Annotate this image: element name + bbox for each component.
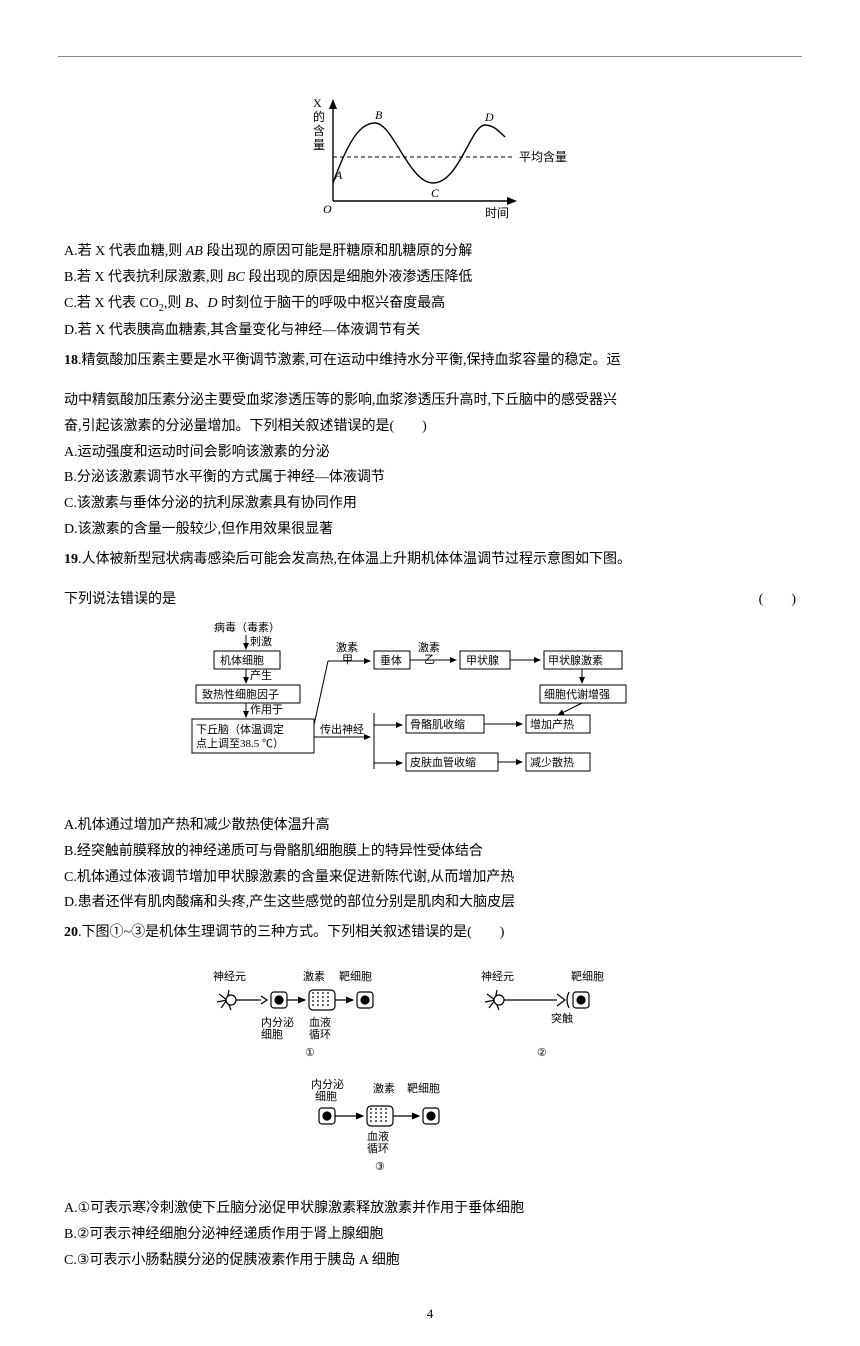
svg-text:骨骼肌收缩: 骨骼肌收缩 bbox=[410, 717, 465, 731]
q19-opt-c: C.机体通过体液调节增加甲状腺激素的含量来促进新陈代谢,从而增加产热 bbox=[64, 865, 796, 891]
svg-text:甲状腺: 甲状腺 bbox=[466, 653, 499, 667]
q19-opt-b: B.经突触前膜释放的神经递质可与骨骼肌细胞膜上的特异性受体结合 bbox=[64, 839, 796, 865]
q17-opt-d: D.若 X 代表胰高血糖素,其含量变化与神经—体液调节有关 bbox=[64, 318, 796, 344]
q18-stem-3: 奋,引起该激素的分泌量增加。下列相关叙述错误的是( ) bbox=[64, 414, 796, 440]
svg-text:皮肤血管收缩: 皮肤血管收缩 bbox=[410, 755, 476, 769]
figure-q20: 神经元 内分泌 细胞 激素 血液 循环 bbox=[64, 960, 796, 1188]
svg-text:C: C bbox=[431, 186, 440, 200]
q19-opt-a: A.机体通过增加产热和减少散热使体温升高 bbox=[64, 813, 796, 839]
q17-opt-b: B.若 X 代表抗利尿激素,则 BC 段出现的原因是细胞外液渗透压降低 bbox=[64, 265, 796, 291]
q19-stem-2: 下列说法错误的是( ) bbox=[64, 587, 796, 613]
svg-text:激素: 激素 bbox=[336, 640, 358, 654]
svg-text:激素: 激素 bbox=[418, 640, 440, 654]
q20-opt-b: B.②可表示神经细胞分泌神经递质作用于肾上腺细胞 bbox=[64, 1222, 796, 1248]
svg-text:垂体: 垂体 bbox=[380, 653, 402, 667]
svg-text:②: ② bbox=[537, 1047, 547, 1059]
svg-text:作用于: 作用于 bbox=[250, 703, 283, 716]
svg-text:神经元: 神经元 bbox=[481, 969, 514, 983]
q18-opt-c: C.该激素与垂体分泌的抗利尿激素具有协同作用 bbox=[64, 491, 796, 517]
svg-text:增加产热: 增加产热 bbox=[530, 717, 574, 731]
svg-text:激素: 激素 bbox=[373, 1081, 395, 1095]
q17-chart-svg: A B C D O X的含量 时间 平均含量 bbox=[285, 83, 575, 221]
svg-text:靶细胞: 靶细胞 bbox=[339, 970, 372, 983]
svg-text:下丘脑（体温调定: 下丘脑（体温调定 bbox=[196, 722, 284, 736]
svg-text:传出神经: 传出神经 bbox=[320, 722, 364, 736]
q19-opt-d: D.患者还伴有肌肉酸痛和头疼,产生这些感觉的部位分别是肌肉和大脑皮层 bbox=[64, 890, 796, 916]
svg-text:病毒（毒素）: 病毒（毒素） bbox=[214, 620, 280, 634]
figure-q17: A B C D O X的含量 时间 平均含量 bbox=[64, 83, 796, 231]
q20-opt-c: C.③可表示小肠黏膜分泌的促胰液素作用于胰岛 A 细胞 bbox=[64, 1248, 796, 1274]
q20-diagram-svg: 神经元 内分泌 细胞 激素 血液 循环 bbox=[195, 960, 665, 1178]
svg-text:内分泌: 内分泌 bbox=[311, 1077, 344, 1091]
q17-opt-a: A.若 X 代表血糖,则 AB 段出现的原因可能是肝糖原和肌糖原的分解 bbox=[64, 239, 796, 265]
svg-text:A: A bbox=[334, 168, 343, 182]
q20-stem: 20.下图①~③是机体生理调节的三种方式。下列相关叙述错误的是( ) bbox=[64, 920, 796, 946]
q19-diagram-svg: 病毒（毒素） 刺激 机体细胞 产生 致热性细胞因子 作用于 下丘脑（体温调定 点… bbox=[180, 617, 680, 795]
svg-text:机体细胞: 机体细胞 bbox=[220, 653, 264, 667]
svg-text:血液: 血液 bbox=[309, 1015, 331, 1029]
svg-text:内分泌: 内分泌 bbox=[261, 1015, 294, 1029]
svg-text:循环: 循环 bbox=[367, 1142, 389, 1155]
svg-text:靶细胞: 靶细胞 bbox=[407, 1082, 440, 1095]
page-container: A B C D O X的含量 时间 平均含量 A.若 X 代表血糖,则 AB 段… bbox=[0, 0, 860, 1346]
page-number: 4 bbox=[64, 1302, 796, 1326]
q19-stem: 19.人体被新型冠状病毒感染后可能会发高热,在体温上升期机体体温调节过程示意图如… bbox=[64, 547, 796, 573]
figure-q19: 病毒（毒素） 刺激 机体细胞 产生 致热性细胞因子 作用于 下丘脑（体温调定 点… bbox=[64, 617, 796, 805]
svg-text:激素: 激素 bbox=[303, 969, 325, 983]
svg-text:③: ③ bbox=[375, 1161, 385, 1173]
svg-text:细胞代谢增强: 细胞代谢增强 bbox=[544, 687, 610, 701]
q18-opt-b: B.分泌该激素调节水平衡的方式属于神经—体液调节 bbox=[64, 465, 796, 491]
q20-opt-a: A.①可表示寒冷刺激使下丘脑分泌促甲状腺激素释放激素并作用于垂体细胞 bbox=[64, 1196, 796, 1222]
q18-opt-a: A.运动强度和运动时间会影响该激素的分泌 bbox=[64, 440, 796, 466]
q17-ylabel: X的含量 bbox=[313, 96, 325, 152]
svg-text:神经元: 神经元 bbox=[213, 969, 246, 983]
svg-text:致热性细胞因子: 致热性细胞因子 bbox=[202, 687, 279, 701]
svg-text:①: ① bbox=[305, 1047, 315, 1059]
q17-xlabel: 时间 bbox=[485, 206, 509, 220]
svg-text:靶细胞: 靶细胞 bbox=[571, 970, 604, 983]
svg-text:点上调至38.5 ℃）: 点上调至38.5 ℃） bbox=[196, 737, 284, 750]
svg-text:B: B bbox=[375, 108, 383, 122]
q18-stem-2: 动中精氨酸加压素分泌主要受血浆渗透压等的影响,血浆渗透压升高时,下丘脑中的感受器… bbox=[64, 388, 796, 414]
svg-text:D: D bbox=[484, 110, 494, 124]
svg-text:产生: 产生 bbox=[250, 668, 272, 682]
svg-text:细胞: 细胞 bbox=[315, 1090, 337, 1103]
q18-stem: 18.精氨酸加压素主要是水平衡调节激素,可在运动中维持水分平衡,保持血浆容量的稳… bbox=[64, 348, 796, 374]
svg-text:细胞: 细胞 bbox=[261, 1028, 283, 1041]
q17-avglabel: 平均含量 bbox=[519, 149, 567, 164]
svg-text:循环: 循环 bbox=[309, 1028, 331, 1041]
svg-text:乙: 乙 bbox=[424, 653, 435, 666]
svg-text:刺激: 刺激 bbox=[250, 634, 272, 648]
q17-opt-c: C.若 X 代表 CO2,则 B、D 时刻位于脑干的呼吸中枢兴奋度最高 bbox=[64, 291, 796, 318]
svg-text:血液: 血液 bbox=[367, 1129, 389, 1143]
svg-text:突触: 突触 bbox=[551, 1011, 573, 1025]
svg-text:减少散热: 减少散热 bbox=[530, 755, 574, 769]
q18-opt-d: D.该激素的含量一般较少,但作用效果很显著 bbox=[64, 517, 796, 543]
header-rule bbox=[58, 56, 802, 57]
svg-text:甲状腺激素: 甲状腺激素 bbox=[548, 653, 603, 667]
svg-text:O: O bbox=[323, 202, 332, 216]
svg-text:甲: 甲 bbox=[342, 654, 353, 666]
